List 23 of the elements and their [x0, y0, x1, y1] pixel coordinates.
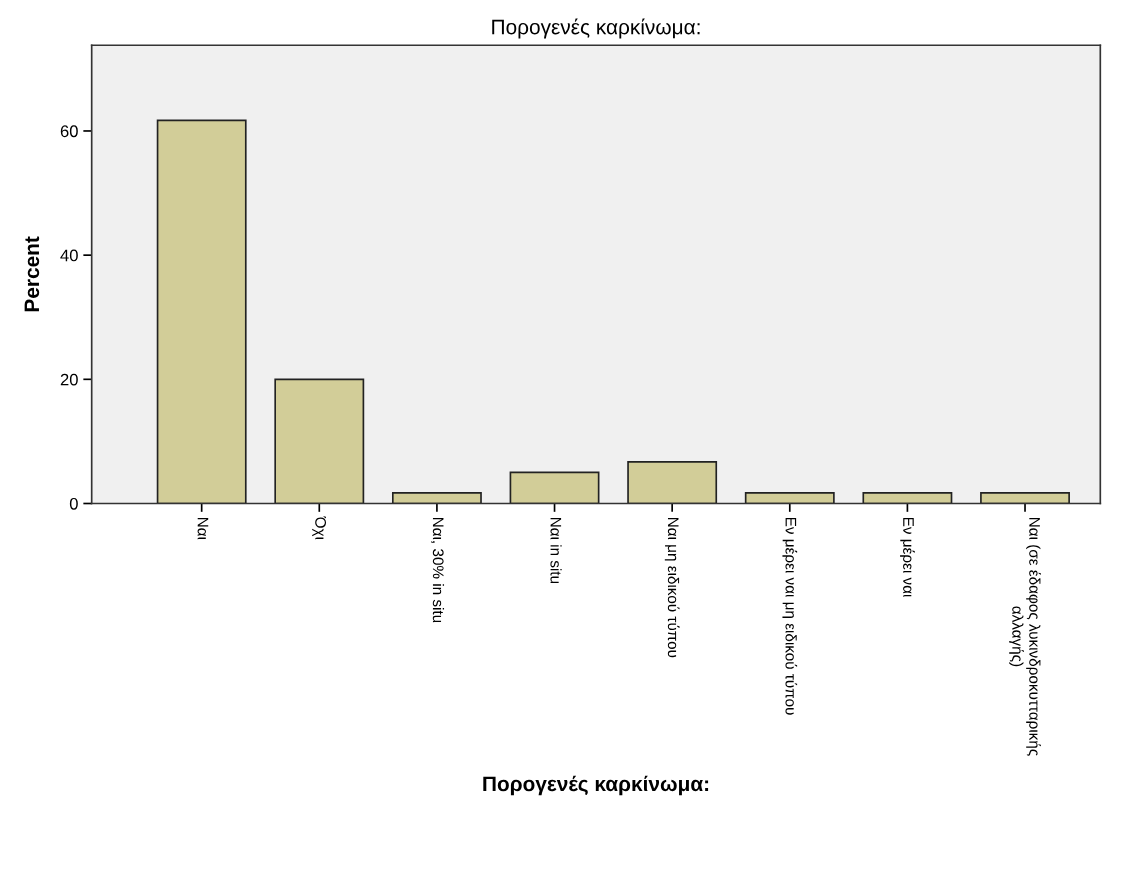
- y-tick-label: 60: [60, 125, 78, 138]
- bar: [509, 471, 600, 504]
- x-axis-title: Πορογενές καρκίνωμα:: [483, 775, 709, 796]
- bar: [391, 492, 482, 504]
- y-axis-title: Percent: [24, 236, 40, 312]
- x-tick-label: Ναι in situ: [550, 517, 562, 584]
- x-tick-label: Ναι μη ειδικού τύπου: [664, 517, 680, 658]
- x-tick-label: Ναι: [197, 517, 209, 540]
- bar: [744, 492, 835, 504]
- y-tick-label: 20: [60, 373, 78, 386]
- x-tick-label: Εν μέρει ναι μη ειδικού τύπου: [782, 517, 798, 715]
- bar: [980, 492, 1070, 504]
- x-tick-label: Εν μέρει ναι: [900, 517, 915, 597]
- x-tick-label: Ναι, 30% in situ: [431, 517, 445, 623]
- chart-title: Πορογενές καρκίνωμα:: [492, 18, 700, 39]
- y-tick-label: 40: [60, 249, 78, 262]
- x-tick-label: Ναι (σε έδαφος λυκινδροκυτταρικής αλλαγής): [1009, 517, 1041, 756]
- x-tick-label: Όχι: [312, 516, 327, 540]
- bar: [862, 492, 953, 504]
- bar: [274, 378, 365, 504]
- bar: [627, 461, 718, 504]
- bar: [156, 119, 247, 504]
- y-tick-label: 0: [69, 497, 78, 510]
